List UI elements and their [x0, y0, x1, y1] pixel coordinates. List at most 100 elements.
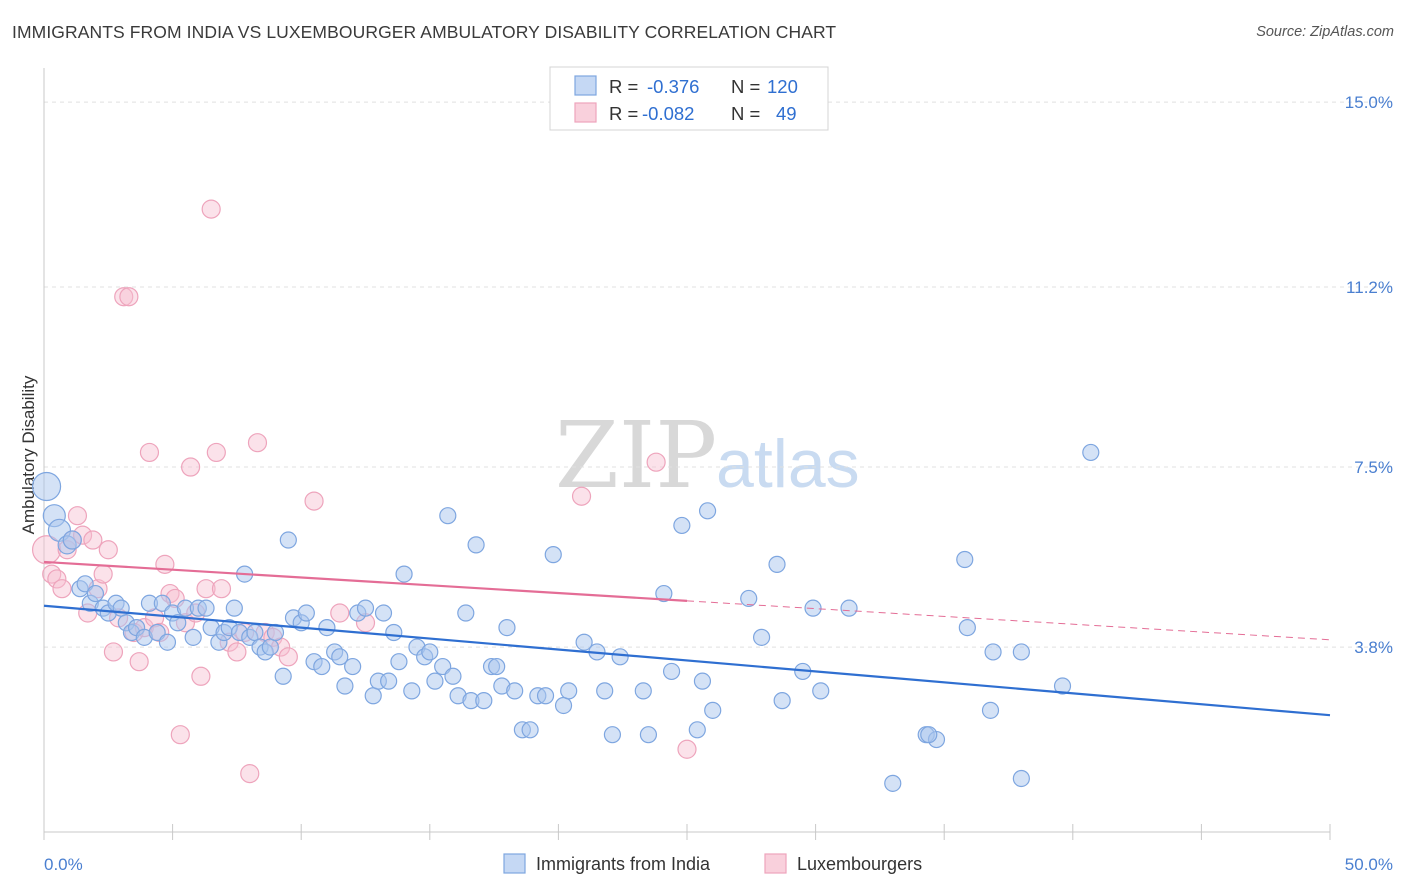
data-point-india [475, 692, 493, 710]
data-point-india [86, 584, 105, 603]
data-point-india [958, 619, 976, 637]
data-point-india [752, 628, 771, 646]
data-point-luxembourgers [191, 666, 211, 686]
y-tick-label: 15.0% [1345, 93, 1393, 112]
data-point-luxembourgers [247, 433, 268, 453]
legend-swatch-luxembourgers [574, 102, 597, 123]
data-point-india [364, 687, 382, 705]
data-point-india [31, 471, 62, 502]
series-legend: Immigrants from India Luxembourgers [503, 853, 922, 874]
bottom-legend-label-luxembourgers: Luxembourgers [797, 854, 922, 874]
data-point-india [981, 701, 1000, 719]
data-point-india [169, 614, 187, 632]
data-point-india [544, 546, 562, 564]
trend-lines [43, 560, 1331, 717]
data-point-luxembourgers [119, 287, 139, 307]
data-point-india [336, 677, 354, 695]
legend-r-label-india: R = [609, 76, 638, 97]
data-point-india [395, 565, 413, 583]
trend-line-india [43, 604, 1331, 717]
data-point-india [403, 682, 421, 700]
data-point-india [439, 507, 457, 525]
data-point-india [274, 667, 292, 685]
data-point-india [374, 604, 393, 622]
x-ticks [43, 824, 1331, 840]
data-point-luxembourgers [677, 739, 697, 759]
data-point-india [506, 682, 524, 700]
data-point-india [356, 599, 375, 617]
legend-r-value-india: -0.376 [647, 76, 699, 97]
trend-line-luxembourgers-extension [686, 600, 1331, 641]
x-tick-labels: 0.0% 50.0% [44, 855, 1393, 874]
data-point-india [673, 516, 691, 535]
data-point-india [698, 502, 717, 520]
data-point-luxembourgers [103, 642, 124, 662]
data-point-luxembourgers [52, 579, 72, 599]
data-point-india [840, 599, 858, 617]
data-point-india [639, 726, 658, 744]
data-point-luxembourgers [170, 725, 190, 745]
data-point-india [385, 623, 403, 642]
data-point-india [390, 653, 408, 671]
data-point-india [246, 623, 264, 642]
data-point-india [768, 555, 786, 573]
data-point-india [634, 682, 652, 700]
chart-title: IMMIGRANTS FROM INDIA VS LUXEMBOURGER AM… [12, 22, 837, 42]
data-point-india [655, 584, 673, 603]
data-point-india [488, 657, 506, 676]
y-tick-label: 11.2% [1346, 278, 1393, 297]
bottom-legend-swatch-india [503, 853, 526, 874]
watermark-atlas: atlas [716, 426, 860, 502]
data-point-india [560, 682, 578, 700]
data-point-luxembourgers [646, 452, 666, 472]
y-tick-label: 7.5% [1354, 458, 1393, 477]
data-point-india [318, 619, 336, 637]
data-point-india [444, 667, 462, 685]
data-point-india [457, 604, 475, 622]
data-point-india [554, 696, 573, 715]
data-point-luxembourgers [304, 491, 324, 511]
data-point-india [184, 628, 202, 646]
y-tick-labels: 3.8% 7.5% 11.2% 15.0% [1345, 93, 1393, 657]
data-point-india [331, 648, 349, 666]
data-point-india [1053, 677, 1072, 695]
data-point-luxembourgers [330, 603, 350, 623]
legend-r-value-luxembourgers: -0.082 [642, 103, 694, 124]
trend-line-luxembourgers [43, 560, 688, 602]
data-point-india [956, 550, 974, 569]
data-point-india [1012, 769, 1030, 788]
data-point-india [197, 599, 215, 617]
legend-n-label-india: N = [731, 76, 760, 97]
data-point-india [261, 638, 279, 656]
chart-source: Source: ZipAtlas.com [1256, 24, 1394, 40]
data-point-india [1012, 643, 1030, 661]
data-point-luxembourgers [83, 530, 103, 550]
correlation-legend: R = -0.376 N = 120 R = -0.082 N = 49 [549, 66, 829, 131]
data-point-luxembourgers [227, 642, 247, 662]
data-point-india [662, 662, 681, 681]
y-tick-label: 3.8% [1354, 638, 1393, 657]
data-point-india [884, 774, 902, 792]
series-india-points [31, 443, 1100, 792]
legend-r-label-luxembourgers: R = [609, 103, 638, 124]
data-point-india [521, 721, 539, 739]
data-point-india [984, 643, 1002, 661]
data-point-luxembourgers [139, 442, 160, 463]
gridlines [44, 101, 1392, 648]
data-point-india [596, 682, 614, 700]
legend-n-label-luxembourgers: N = [731, 103, 760, 124]
data-point-india [536, 687, 555, 705]
data-point-india [297, 604, 315, 622]
legend-swatch-india [574, 75, 597, 96]
data-point-india [812, 682, 830, 700]
data-point-india [704, 701, 722, 719]
data-point-luxembourgers [67, 506, 88, 526]
watermark-zip: ZIP [555, 402, 717, 509]
data-point-india [688, 721, 706, 739]
data-point-luxembourgers [93, 564, 113, 584]
data-point-india [421, 643, 439, 661]
data-point-india [773, 692, 791, 710]
data-point-india [693, 672, 712, 690]
x-tick-label: 0.0% [44, 855, 83, 874]
